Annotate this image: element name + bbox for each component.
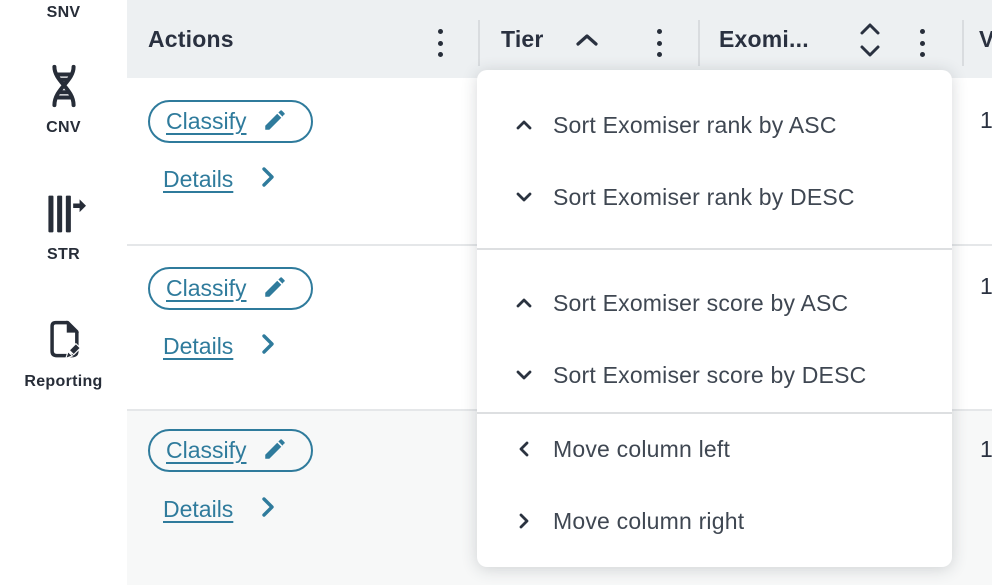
- chevron-up-icon: [513, 292, 535, 314]
- menu-divider: [477, 412, 952, 414]
- actions-column-menu-icon[interactable]: [436, 29, 444, 57]
- chevron-right-icon: [260, 495, 276, 524]
- sidebar-item-label: SNV: [46, 4, 81, 21]
- cell-value: 1: [980, 436, 992, 462]
- sidebar-item-str[interactable]: STR: [0, 192, 127, 264]
- report-edit-icon: [0, 316, 127, 369]
- details-link[interactable]: Details: [163, 332, 276, 361]
- sidebar-item-label: Reporting: [24, 373, 103, 390]
- menu-item-sort-score-desc[interactable]: Sort Exomiser score by DESC: [477, 353, 952, 397]
- chevron-down-icon: [513, 186, 535, 208]
- menu-divider: [477, 248, 952, 250]
- sidebar-item-label: STR: [47, 246, 80, 263]
- exomiser-column-menu-icon[interactable]: [918, 29, 926, 57]
- sidebar-item-snv[interactable]: SNV: [0, 4, 127, 22]
- dna-icon: [0, 62, 127, 115]
- column-menu: Sort Exomiser rank by ASC Sort Exomiser …: [477, 70, 952, 567]
- details-link[interactable]: Details: [163, 165, 276, 194]
- column-header-exomiser[interactable]: Exomi...: [719, 26, 809, 52]
- column-header-clipped[interactable]: V: [979, 26, 992, 52]
- cell-value: 1: [980, 273, 992, 299]
- classify-button[interactable]: Classify: [148, 429, 313, 472]
- table-header: Actions Tier Exomi... V: [127, 0, 992, 79]
- chevron-up-icon: [513, 114, 535, 136]
- sidebar-item-reporting[interactable]: Reporting: [0, 316, 127, 391]
- column-header-tier[interactable]: Tier: [501, 26, 544, 52]
- sort-ascending-icon[interactable]: [574, 32, 600, 53]
- menu-item-sort-score-asc[interactable]: Sort Exomiser score by ASC: [477, 281, 952, 325]
- sidebar-item-cnv[interactable]: CNV: [0, 62, 127, 137]
- cell-value: 1: [980, 107, 992, 133]
- sidebar: SNV CNV STR: [0, 0, 127, 585]
- chevron-left-icon: [513, 438, 535, 460]
- details-link[interactable]: Details: [163, 495, 276, 524]
- menu-item-sort-rank-desc[interactable]: Sort Exomiser rank by DESC: [477, 175, 952, 219]
- classify-button[interactable]: Classify: [148, 267, 313, 310]
- column-divider: [962, 20, 964, 66]
- chevron-right-icon: [260, 165, 276, 194]
- menu-item-move-column-right[interactable]: Move column right: [477, 499, 952, 543]
- column-divider: [478, 20, 480, 66]
- pencil-icon: [262, 436, 288, 465]
- column-header-actions[interactable]: Actions: [148, 26, 234, 52]
- menu-item-sort-rank-asc[interactable]: Sort Exomiser rank by ASC: [477, 103, 952, 147]
- menu-item-move-column-left[interactable]: Move column left: [477, 427, 952, 471]
- pencil-icon: [262, 274, 288, 303]
- tier-column-menu-icon[interactable]: [655, 29, 663, 57]
- column-divider: [698, 20, 700, 66]
- classify-button[interactable]: Classify: [148, 100, 313, 143]
- chevron-right-icon: [260, 332, 276, 361]
- chevron-right-icon: [513, 510, 535, 532]
- pencil-icon: [262, 107, 288, 136]
- str-bars-arrow-icon: [0, 192, 127, 241]
- sort-both-icon[interactable]: [858, 20, 882, 65]
- chevron-down-icon: [513, 364, 535, 386]
- sidebar-item-label: CNV: [46, 119, 81, 136]
